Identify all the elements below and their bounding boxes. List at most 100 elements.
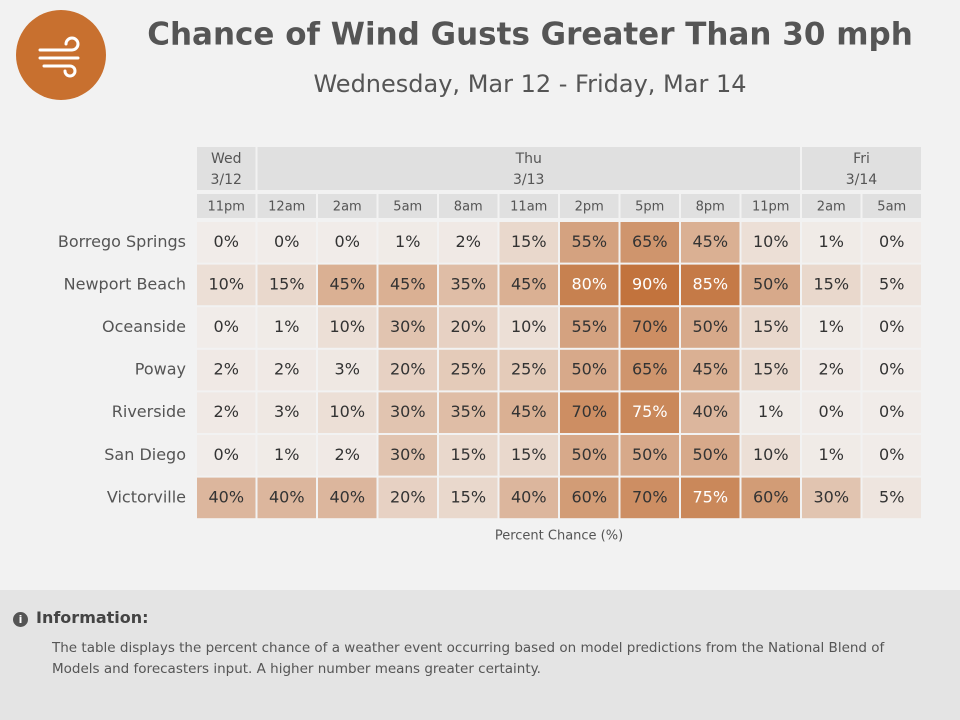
time-header [439,194,498,218]
row-label: San Diego [104,445,186,464]
cell [197,477,256,519]
cell [802,477,861,519]
cell [681,392,740,433]
row-label: Riverside [112,402,186,421]
subtitle: Wednesday, Mar 12 - Friday, Mar 14 [313,70,746,98]
cell [620,307,679,348]
cell [802,307,861,348]
cell [741,222,800,263]
cell-label: 70% [632,487,668,506]
cell-label: 0% [214,445,239,464]
cell [741,349,800,391]
cell [802,264,861,306]
cell [318,477,377,519]
cell [257,477,316,519]
cell-label: 10% [753,445,789,464]
cell [620,222,679,263]
cell [862,222,921,263]
row-label: Borrego Springs [58,232,186,251]
cell [439,307,498,348]
cell [439,222,498,263]
cell-label: 45% [692,232,728,251]
cell-label: 45% [329,274,365,293]
cell-label: 50% [571,445,607,464]
cell [378,307,437,348]
time-header [802,194,861,218]
cell [862,477,921,519]
cell-label: 35% [450,274,486,293]
cell [257,264,316,306]
wind-icon [38,36,80,78]
time-label: 12am [268,200,305,215]
cell [197,349,256,391]
cell [560,477,619,519]
cell [197,435,256,476]
cell-label: 0% [879,232,904,251]
day-name: Wed [211,151,242,167]
time-label: 2am [817,200,846,215]
cell-label: 0% [274,232,299,251]
cell [862,264,921,306]
cell-label: 60% [753,487,789,506]
cell [439,264,498,306]
cell-label: 1% [274,317,299,336]
info-title: Information: [36,608,149,627]
cell [257,349,316,391]
cell-label: 30% [390,445,426,464]
day-date: 3/13 [513,172,544,188]
cell-label: 20% [390,487,426,506]
cell-label: 10% [329,402,365,421]
cell [560,222,619,263]
title: Chance of Wind Gusts Greater Than 30 mph [147,17,913,53]
cell [741,392,800,433]
cell [257,392,316,433]
time-header [499,194,558,218]
cell-label: 50% [571,360,607,379]
cell [499,477,558,519]
cell-label: 20% [390,360,426,379]
cell-label: 15% [511,445,547,464]
time-header [257,194,316,218]
row-label: Poway [135,360,186,379]
cell-label: 50% [632,445,668,464]
cell [802,222,861,263]
cell-label: 2% [456,232,481,251]
cell [862,435,921,476]
cell [802,435,861,476]
info-panel: i Information: The table displays the pe… [0,590,960,720]
cell [257,307,316,348]
cell-label: 0% [879,445,904,464]
x-label: Percent Chance (%) [495,529,623,544]
cell-label: 40% [269,487,305,506]
cell [378,349,437,391]
cell [560,264,619,306]
time-header [378,194,437,218]
cell [499,264,558,306]
time-header [620,194,679,218]
time-header [862,194,921,218]
day-header [257,147,800,190]
cell [439,477,498,519]
time-header [197,194,256,218]
cell-label: 50% [692,445,728,464]
time-label: 11pm [752,200,789,215]
cell [197,264,256,306]
cell-label: 25% [450,360,486,379]
row-label: Victorville [107,487,186,506]
cell-label: 45% [692,360,728,379]
cell [439,349,498,391]
cell [378,477,437,519]
cell-label: 55% [571,317,607,336]
time-label: 5pm [635,200,664,215]
cell-label: 55% [571,232,607,251]
cell [318,349,377,391]
cell-label: 1% [819,445,844,464]
cell-label: 0% [214,317,239,336]
cell-label: 40% [692,402,728,421]
cell-label: 90% [632,274,668,293]
cell-label: 50% [753,274,789,293]
cell-label: 30% [390,402,426,421]
cell [257,222,316,263]
cell [620,477,679,519]
cell-label: 15% [753,360,789,379]
